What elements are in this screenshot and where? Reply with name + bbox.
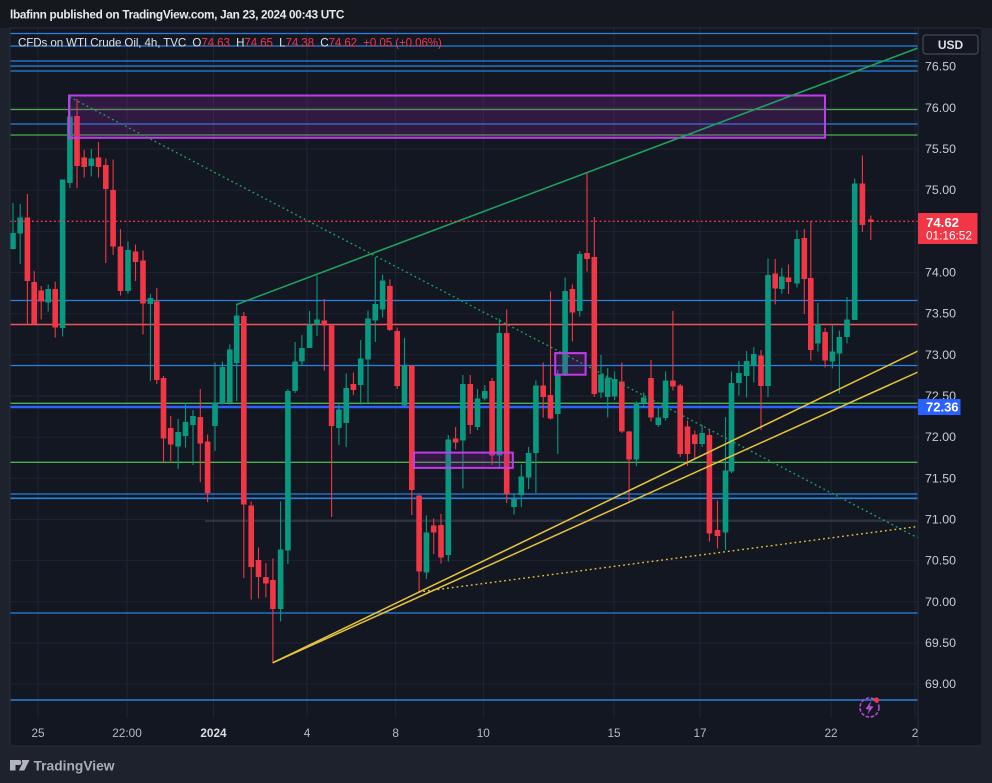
svg-text:2: 2: [912, 726, 919, 740]
svg-text:73.50: 73.50: [925, 307, 956, 321]
svg-text:4: 4: [304, 726, 311, 740]
svg-text:72.36: 72.36: [926, 400, 959, 415]
svg-text:25: 25: [31, 726, 45, 740]
svg-text:10: 10: [477, 726, 491, 740]
svg-text:74.00: 74.00: [925, 266, 956, 280]
svg-text:8: 8: [392, 726, 399, 740]
svg-text:CFDs on WTI Crude Oil, 4h, TVC: CFDs on WTI Crude Oil, 4h, TVC O74.63 H7…: [18, 37, 442, 50]
svg-text:70.50: 70.50: [925, 554, 956, 568]
svg-text:USD: USD: [938, 38, 964, 52]
svg-text:17: 17: [693, 726, 706, 740]
svg-text:69.50: 69.50: [925, 636, 956, 650]
svg-text:74.62: 74.62: [926, 215, 959, 230]
svg-text:15: 15: [607, 726, 621, 740]
svg-text:lbafinn published on TradingVi: lbafinn published on TradingView.com, Ja…: [10, 8, 345, 22]
svg-text:72.00: 72.00: [925, 430, 956, 444]
svg-text:75.00: 75.00: [925, 183, 956, 197]
svg-text:69.00: 69.00: [925, 677, 956, 691]
svg-text:73.00: 73.00: [925, 348, 956, 362]
svg-text:76.50: 76.50: [925, 60, 956, 74]
svg-text:TradingView: TradingView: [34, 759, 115, 774]
svg-text:71.00: 71.00: [925, 513, 956, 527]
svg-text:75.50: 75.50: [925, 142, 956, 156]
svg-text:76.00: 76.00: [925, 101, 956, 115]
svg-text:22:00: 22:00: [112, 726, 142, 740]
svg-text:2024: 2024: [200, 726, 227, 740]
svg-text:70.00: 70.00: [925, 595, 956, 609]
svg-text:22: 22: [824, 726, 837, 740]
svg-text:01:16:52: 01:16:52: [926, 229, 972, 243]
svg-text:71.50: 71.50: [925, 471, 956, 485]
